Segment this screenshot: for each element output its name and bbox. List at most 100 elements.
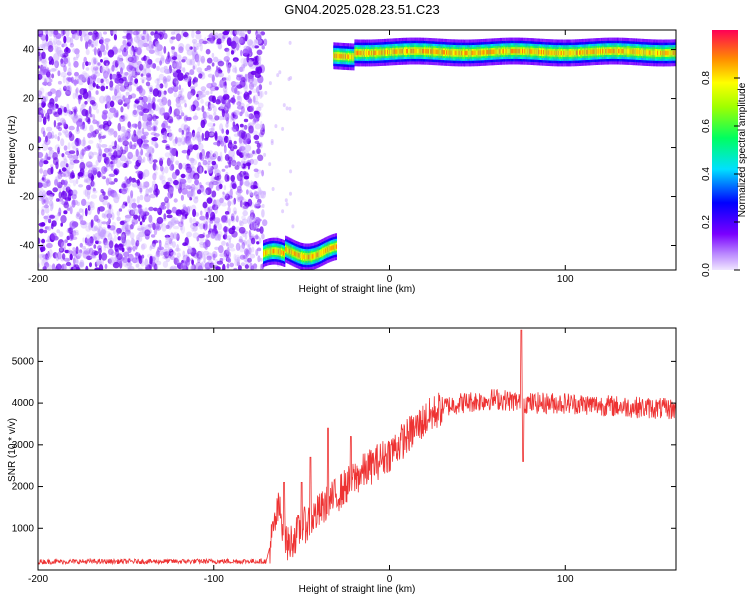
trace-cell [480, 50, 483, 55]
noise-speckle [158, 105, 166, 112]
noise-speckle [181, 88, 184, 93]
noise-speckle [82, 61, 85, 70]
noise-speckle [238, 226, 246, 234]
noise-speckle [38, 30, 42, 35]
trace-cell [654, 50, 657, 56]
noise-speckle [50, 232, 57, 241]
noise-speckle [125, 44, 129, 51]
noise-speckle [103, 195, 109, 200]
noise-speckle [235, 91, 243, 95]
noise-speckle [38, 56, 42, 62]
noise-speckle [242, 233, 246, 238]
noise-speckle [159, 107, 166, 116]
noise-speckle [38, 90, 43, 96]
noise-speckle [89, 262, 92, 268]
noise-speckle [102, 95, 109, 103]
noise-speckle [202, 241, 208, 249]
noise-speckle [97, 64, 105, 70]
noise-speckle [251, 78, 258, 86]
noise-speckle [108, 240, 114, 249]
noise-speckle [145, 113, 151, 120]
noise-speckle [41, 142, 49, 151]
noise-speckle [118, 208, 123, 212]
noise-speckle [113, 178, 118, 183]
noise-speckle [207, 122, 214, 127]
trace-cell [545, 50, 547, 55]
noise-speckle [157, 49, 163, 57]
noise-speckle [241, 145, 246, 154]
trace-cell [566, 50, 568, 56]
noise-speckle [174, 220, 180, 224]
noise-speckle [147, 85, 154, 90]
noise-speckle [221, 128, 225, 134]
noise-speckle [243, 201, 248, 206]
noise-speckle [33, 163, 37, 170]
noise-speckle [146, 96, 152, 104]
noise-speckle [54, 96, 58, 103]
noise-speckle [242, 151, 248, 161]
noise-speckle [57, 146, 60, 155]
noise-speckle [244, 73, 249, 80]
noise-speckle [207, 165, 214, 174]
noise-speckle [146, 75, 152, 82]
noise-speckle [214, 169, 221, 176]
noise-speckle [105, 159, 111, 168]
noise-speckle [68, 125, 75, 131]
trace-cell [408, 48, 410, 54]
noise-speckle [164, 81, 168, 89]
noise-speckle [119, 220, 125, 226]
trace-cell [369, 50, 371, 56]
noise-speckle [152, 162, 157, 171]
noise-speckle [130, 75, 133, 84]
noise-speckle [72, 145, 76, 151]
noise-speckle [66, 103, 70, 111]
trace-cell [624, 49, 626, 54]
noise-speckle [88, 222, 92, 231]
noise-speckle [187, 176, 192, 184]
noise-speckle [121, 238, 128, 246]
noise-speckle [234, 258, 240, 267]
noise-speckle [57, 107, 63, 115]
noise-speckle [252, 158, 258, 166]
noise-speckle [46, 179, 51, 187]
noise-speckle [138, 158, 144, 164]
noise-speckle [122, 128, 126, 138]
noise-speckle [228, 227, 235, 235]
noise-speckle [99, 194, 105, 203]
noise-speckle [104, 263, 108, 269]
noise-speckle [177, 94, 182, 99]
trace-cell [614, 48, 617, 54]
noise-speckle [237, 130, 241, 137]
noise-speckle [167, 87, 174, 94]
trace-cell [467, 50, 469, 56]
noise-speckle [166, 157, 171, 167]
noise-speckle [222, 263, 226, 270]
trace-cell [287, 248, 289, 253]
trace-cell [429, 49, 431, 54]
trace-cell [583, 50, 585, 55]
noise-speckle [61, 167, 67, 172]
noise-speckle [92, 75, 96, 83]
noise-speckle [268, 162, 272, 167]
noise-speckle [120, 205, 126, 209]
noise-speckle [63, 210, 68, 215]
noise-speckle [85, 161, 93, 168]
noise-speckle [108, 152, 112, 156]
noise-speckle [93, 225, 99, 231]
noise-speckle [214, 205, 218, 215]
noise-speckle [67, 67, 72, 75]
noise-speckle [69, 253, 73, 261]
noise-speckle [63, 122, 67, 127]
noise-speckle [112, 261, 120, 269]
trace-cell [541, 50, 543, 55]
noise-speckle [59, 247, 63, 252]
noise-speckle [227, 200, 232, 207]
noise-speckle [148, 35, 152, 42]
noise-speckle [195, 221, 199, 225]
trace-cell [361, 50, 363, 56]
noise-speckle [136, 138, 143, 145]
noise-speckle [207, 73, 213, 78]
noise-speckle [160, 205, 167, 210]
noise-speckle [130, 224, 134, 230]
trace-cell [386, 50, 388, 55]
